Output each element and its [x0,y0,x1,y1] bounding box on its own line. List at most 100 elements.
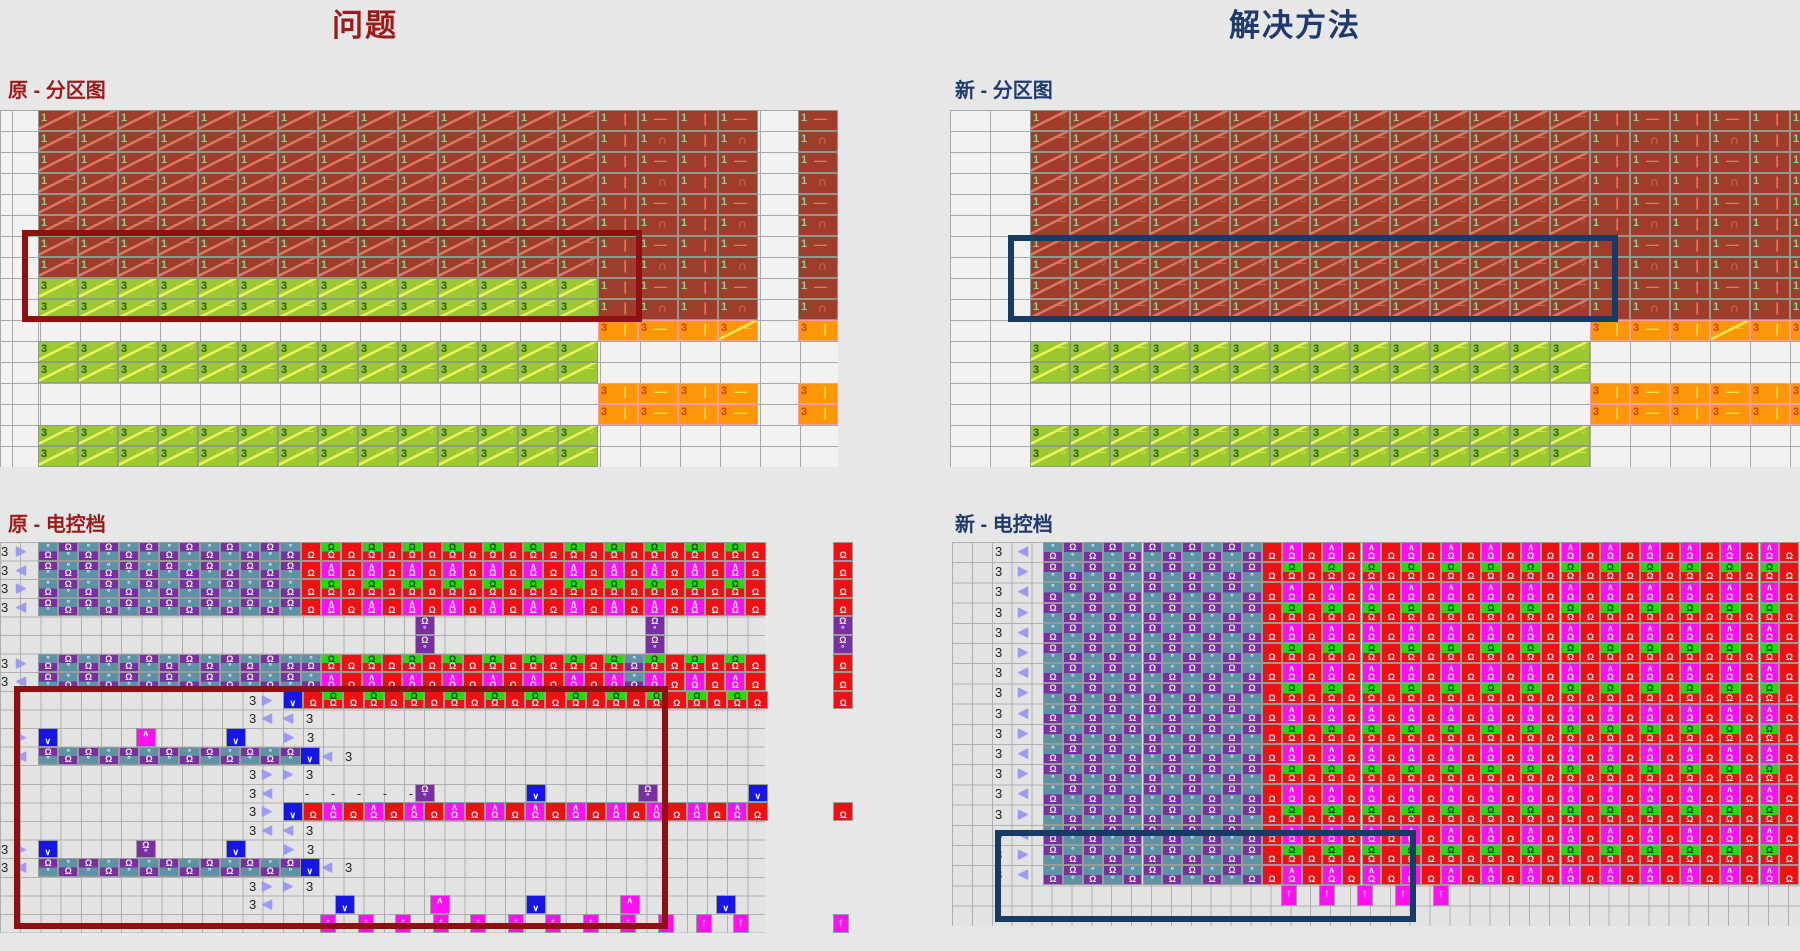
chart-cell: Ω [1620,784,1641,805]
stitch-glyph: ° [180,662,198,671]
stitch-number: 1 [481,134,487,145]
stitch-symbol: ∩ [818,217,827,230]
orange-cell: 3 | [598,320,638,341]
stitch-symbol: — [734,280,747,293]
stitch-glyph: Ω [464,587,482,597]
stitch-glyph: Ω [423,662,441,671]
stitch-symbol: ○ [108,259,114,269]
plain-cell: 1 | [678,173,718,194]
stitch-glyph: Ω [1641,612,1659,622]
stitch-number: 3 [41,428,47,439]
stitch-number: 1 [161,239,167,250]
stitch-glyph: ° [1243,774,1261,783]
chart-cell: ∧ Ω [1600,622,1621,643]
stitch-symbol: | [1775,259,1779,272]
stitch-glyph: Ω [645,587,663,597]
stitch-symbol: — [64,175,74,185]
stitch-symbol: ○ [468,238,474,248]
chart-cell: ∧ Ω [1480,824,1501,845]
chart-cell: ∧ Ω [1520,582,1541,603]
stitch-glyph: Ω [706,569,724,578]
lace-cell: 1— [118,257,158,278]
chart-cell: Ω ° [1102,703,1123,724]
stitch-number: 1 [561,218,567,229]
stitch-glyph: Ω [1681,834,1699,844]
stitch-glyph: Ω [686,680,704,690]
chart-cell: Ω [1301,723,1322,744]
lace-cell: 1 ○ [478,173,518,194]
stitch-symbol: — [734,238,747,251]
plain-cell: 1 | [678,257,718,278]
stitch-glyph: Ω [1601,855,1619,864]
stitch-glyph: Ω [1581,875,1599,884]
chart-cell: ∧ Ω [1281,784,1302,805]
chart-cell: Ω [381,653,402,673]
stitch-glyph: Ω [726,587,744,597]
stitch-number: 1 [241,113,247,124]
stitch-number: 1 [561,197,567,208]
stitch-glyph: Ω [1701,713,1719,723]
stitch-glyph: ° [416,643,434,653]
stitch-glyph: ° [120,569,138,578]
chart-cell: ∧ Ω [1719,824,1740,845]
stitch-symbol: — [1496,154,1506,164]
chart-cell: Ω ° [1242,764,1262,785]
lace-cell: 1 ○ [558,257,598,278]
stitch-symbol: ○ [1380,154,1386,164]
chart-cell: ° Ω [1102,683,1123,704]
stitch-symbol: ○ [148,280,154,290]
stitch-glyph: Ω [524,569,542,578]
stitch-number: 1 [641,218,647,229]
stitch-glyph: Ω [1522,713,1540,723]
stitch-glyph: Ω [1502,572,1520,581]
stitch-symbol: ○ [268,301,274,311]
stitch-number: 1 [1553,113,1559,124]
stitch-number: 3 [481,428,487,439]
stitch-number: 1 [41,260,47,271]
chart-cell: ∧ Ω [1560,784,1581,805]
stitch-glyph: Ω [504,662,522,671]
lace-cell: 1— [1150,236,1190,257]
solution-title: 解决方法 [900,0,1690,45]
stitch-symbol: ○ [148,364,154,374]
chart-cell: Ω [1301,582,1322,603]
lace-cell: 3 ○ [38,278,78,299]
lace-cell: 1— [78,236,118,257]
chart-cell: Ω [341,653,362,673]
chart-cell: Ω [1660,865,1680,886]
stitch-symbol: — [1536,217,1546,227]
stitch-glyph: Ω [1562,693,1580,703]
stitch-glyph: ° [1243,653,1261,662]
stitch-glyph: Ω [504,587,522,597]
stitch-glyph: Ω [1601,774,1619,783]
stitch-glyph: Ω [686,550,704,560]
stitch-glyph: ° [416,624,434,634]
stitch-number: 1 [1673,281,1679,292]
stitch-glyph: ° [1223,632,1241,642]
stitch-symbol: ○ [228,364,234,374]
stitch-glyph: Ω [383,662,401,671]
chart-cell: ° Ω [1102,643,1123,664]
stitch-glyph: Ω [1601,653,1619,662]
stitch-symbol: — [224,343,234,353]
stitch-glyph: ° [1124,653,1142,662]
stitch-number: 3 [441,302,447,313]
chart-cell: Ω [1461,824,1481,845]
chart-cell: ° Ω [1122,744,1143,765]
plain-cell: 1∩ [718,131,758,152]
stitch-glyph: Ω [342,550,360,560]
stitch-symbol: | [703,112,707,125]
chart-cell: ° Ω [1162,744,1183,765]
lace-cell: 1— [478,194,518,215]
stitch-symbol: — [344,196,354,206]
chart-cell: ° Ω [1043,744,1063,765]
stitch-number: 3 [81,302,87,313]
stitch-glyph: Ω [1303,673,1321,682]
chart-cell: Ω [1421,703,1442,724]
orange-cell: 3 ← [1710,320,1750,341]
lace-cell: 1 ○ [478,257,518,278]
